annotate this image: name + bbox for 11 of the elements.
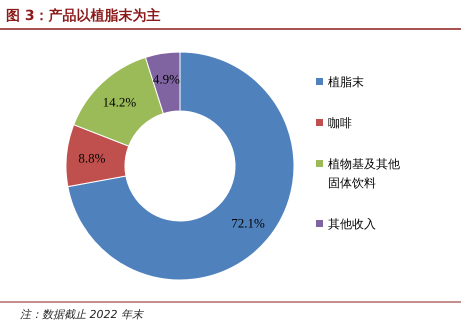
data-label: 14.2%	[102, 94, 136, 110]
data-label: 72.1%	[231, 216, 265, 231]
data-label: 8.8%	[78, 150, 106, 166]
legend-label: 咖啡	[328, 116, 352, 130]
legend-label: 植物基及其他固体饮料	[328, 157, 400, 190]
legend-label: 植脂末	[328, 75, 364, 89]
chart-title: 图 3：产品以植脂末为主	[6, 7, 161, 24]
donut-slice	[67, 52, 294, 280]
data-label: 4.9%	[152, 72, 180, 87]
text: 注：数据截止 2022 年末	[20, 308, 145, 321]
legend-label: 其他收入	[328, 217, 376, 231]
